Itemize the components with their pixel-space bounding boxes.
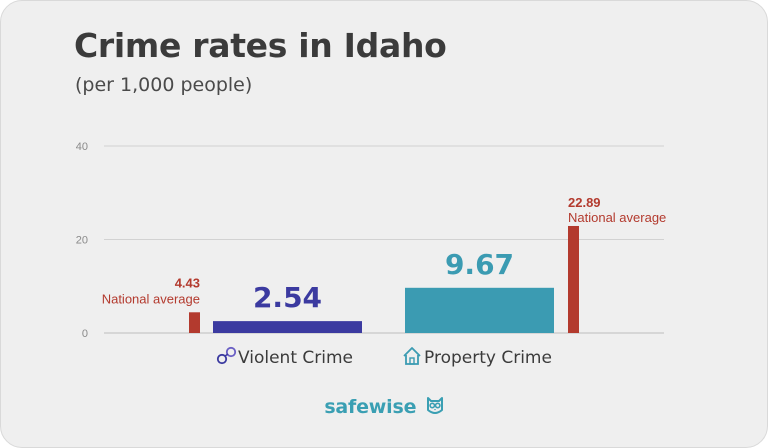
national-average-value: 4.43 [175, 275, 200, 290]
brand-name: safewise [324, 396, 417, 418]
y-tick-label: 40 [76, 141, 88, 153]
chart-subtitle: (per 1,000 people) [75, 74, 253, 96]
national-average-value: 22.89 [568, 195, 601, 210]
category-label: Violent Crime [238, 348, 353, 368]
house-icon [403, 347, 421, 365]
y-tick-label: 0 [82, 328, 88, 340]
category-label: Property Crime [424, 348, 552, 368]
bar [213, 321, 362, 333]
national-average-label: National average [568, 210, 666, 225]
owl-icon [426, 397, 443, 414]
national-average-label: National average [102, 291, 200, 306]
y-tick-label: 20 [76, 235, 88, 247]
data-label: 9.67 [445, 248, 514, 281]
handcuffs-icon [216, 346, 237, 365]
national-average-bar [189, 312, 200, 333]
bar [405, 287, 554, 333]
chart-title: Crime rates in Idaho [74, 26, 447, 65]
national-average-bar [568, 225, 579, 333]
data-label: 2.54 [253, 281, 322, 314]
brand-logo: safewise [0, 396, 768, 418]
